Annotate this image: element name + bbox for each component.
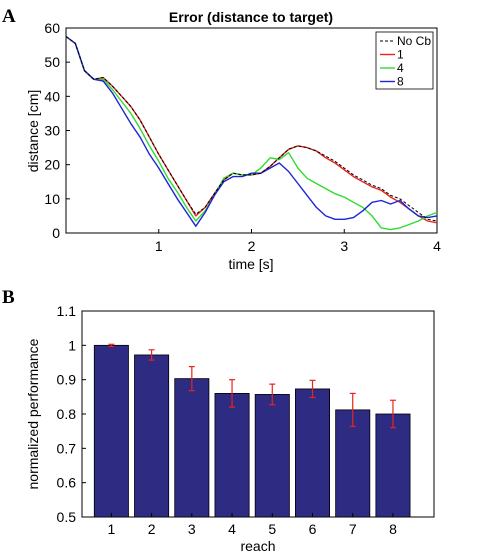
- panel-a-y-tick-label: 20: [44, 157, 60, 173]
- panel-b-bar-chart: B 1 2 3 4 5 6 7 8 0.5 0.6 0.7 0.8 0.9 1 1.1 reach norm…: [2, 287, 435, 554]
- panel-a-legend-label: 1: [397, 48, 404, 62]
- panel-a-letter: A: [2, 6, 16, 27]
- panel-b-y-tick-label: 1: [68, 337, 76, 353]
- panel-b-y-tick-label: 0.7: [57, 440, 77, 456]
- panel-a-x-tick-label: 3: [340, 238, 348, 254]
- panel-b-ticks: 1 2 3 4 5 6 7 8 0.5 0.6 0.7 0.8 0.9 1 1.1: [57, 303, 398, 537]
- panel-b-error-bars: [108, 343, 396, 429]
- panel-b-bars: [93, 344, 411, 518]
- panel-a-y-tick-label: 60: [44, 20, 60, 36]
- panel-a-y-tick-label: 30: [44, 123, 60, 139]
- panel-a-line-chart: A Error (distance to target) 1 2 3 40102030…: [2, 6, 441, 272]
- panel-b-bar-6: [295, 388, 331, 518]
- panel-a-series-line-3: [65, 35, 438, 231]
- panel-b-x-tick-label: 2: [148, 521, 156, 537]
- panel-a-series-line-4: [65, 35, 438, 227]
- panel-b-x-tick-label: 6: [309, 521, 317, 537]
- panel-b-bar-8: [375, 413, 411, 518]
- panel-b-x-axis-label: reach: [240, 538, 275, 554]
- panel-a-x-tick-label: 4: [433, 238, 441, 254]
- panel-b-y-tick-label: 0.9: [57, 372, 77, 388]
- panel-b-x-tick-label: 7: [349, 521, 357, 537]
- panel-b-bar-4: [214, 392, 250, 518]
- panel-b-letter: B: [2, 287, 15, 308]
- panel-a-y-tick-label: 0: [52, 225, 60, 241]
- panel-b-x-tick-label: 4: [228, 521, 236, 537]
- panel-a-title: Error (distance to target): [169, 9, 333, 25]
- panel-a-legend-label: No Cb: [397, 34, 431, 48]
- panel-b-y-tick-label: 0.6: [57, 475, 77, 491]
- panel-a-legend-label: 8: [397, 75, 404, 89]
- panel-b-x-tick-label: 1: [107, 521, 115, 537]
- panel-b-y-axis-label: normalized performance: [25, 338, 41, 489]
- panel-a-legend-label: 4: [397, 61, 404, 75]
- panel-a-x-tick-label: 2: [248, 238, 256, 254]
- panel-a-y-axis-label: distance [cm]: [25, 90, 41, 172]
- panel-b-bar-1: [93, 344, 129, 518]
- panel-a-series-lines: [65, 35, 438, 231]
- panel-b-x-tick-label: 3: [188, 521, 196, 537]
- panel-a-x-axis-label: time [s]: [228, 256, 273, 272]
- panel-a-y-tick-label: 40: [44, 88, 60, 104]
- panel-a-y-tick-label: 10: [44, 191, 60, 207]
- panel-b-y-tick-label: 1.1: [57, 303, 77, 319]
- panel-b-x-tick-label: 5: [268, 521, 276, 537]
- panel-a-y-tick-label: 50: [44, 54, 60, 70]
- panel-b-bar-2: [134, 354, 170, 518]
- panel-a-series-line-1: [65, 36, 438, 222]
- panel-b-y-tick-label: 0.8: [57, 406, 77, 422]
- panel-b-x-tick-label: 8: [389, 521, 397, 537]
- panel-a-x-tick-label: 1: [155, 238, 163, 254]
- panel-b-bar-3: [174, 378, 210, 518]
- panel-b-bar-5: [254, 394, 290, 518]
- panel-b-y-tick-label: 0.5: [57, 509, 77, 525]
